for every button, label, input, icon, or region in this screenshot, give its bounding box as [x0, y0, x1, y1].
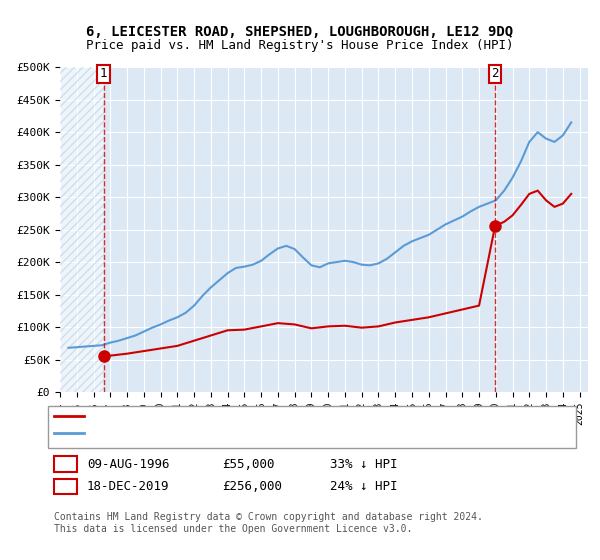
- Text: £55,000: £55,000: [222, 458, 275, 471]
- Text: 33% ↓ HPI: 33% ↓ HPI: [330, 458, 398, 471]
- Text: 18-DEC-2019: 18-DEC-2019: [87, 480, 170, 493]
- Text: £256,000: £256,000: [222, 480, 282, 493]
- Text: Contains HM Land Registry data © Crown copyright and database right 2024.
This d: Contains HM Land Registry data © Crown c…: [54, 512, 483, 534]
- Text: 1: 1: [100, 67, 107, 80]
- Text: 09-AUG-1996: 09-AUG-1996: [87, 458, 170, 471]
- Text: 24% ↓ HPI: 24% ↓ HPI: [330, 480, 398, 493]
- Text: Price paid vs. HM Land Registry's House Price Index (HPI): Price paid vs. HM Land Registry's House …: [86, 39, 514, 52]
- Bar: [60, 67, 104, 392]
- Text: 6, LEICESTER ROAD, SHEPSHED, LOUGHBOROUGH, LE12 9DQ (detached house): 6, LEICESTER ROAD, SHEPSHED, LOUGHBOROUG…: [90, 411, 515, 421]
- Text: 6, LEICESTER ROAD, SHEPSHED, LOUGHBOROUGH, LE12 9DQ: 6, LEICESTER ROAD, SHEPSHED, LOUGHBOROUG…: [86, 25, 514, 39]
- Text: 2: 2: [491, 67, 499, 80]
- Text: 2: 2: [62, 480, 69, 493]
- Text: HPI: Average price, detached house, Charnwood: HPI: Average price, detached house, Char…: [90, 428, 371, 438]
- Text: 1: 1: [62, 458, 69, 471]
